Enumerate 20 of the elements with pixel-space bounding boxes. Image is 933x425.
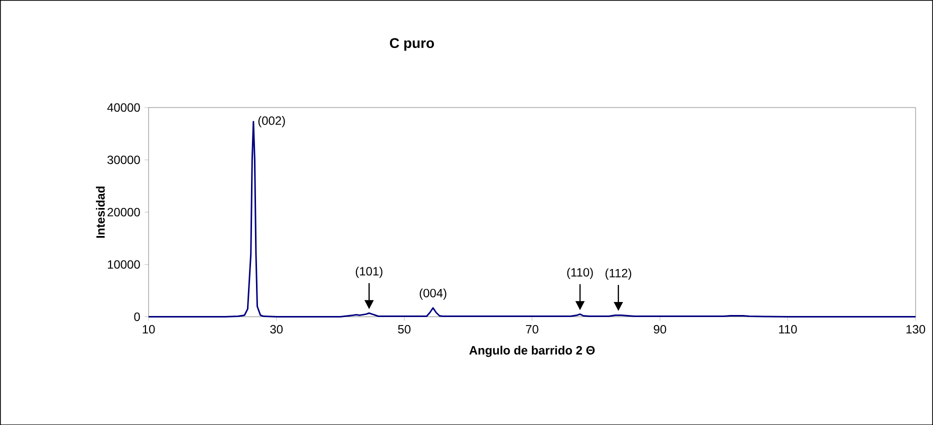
x-tick-label: 90 [654,324,666,334]
y-tick-label: 10000 [108,260,140,269]
x-tick-label: 10 [142,324,155,334]
x-tick-label: 70 [526,324,538,334]
x-axis-title: Angulo de barrido 2 Θ [469,346,595,357]
annotation: (112) [606,268,632,280]
y-tick-label: 40000 [107,103,140,112]
x-tick-label: 50 [398,324,410,334]
x-tick-label: 110 [779,324,797,334]
y-tick-label: 0 [134,312,140,321]
annotation: (101) [356,266,382,278]
annotation: (110) [567,268,593,279]
y-tick-label: 30000 [107,155,140,164]
y-tick-label: 20000 [108,208,140,216]
x-tick-label: 30 [270,324,283,334]
x-tick-label: 130 [906,324,926,334]
chart-title: C puro [390,38,434,51]
annotation: (002) [258,116,285,128]
y-axis-title: Intesidad [96,186,105,238]
annotation: (004) [420,288,446,300]
